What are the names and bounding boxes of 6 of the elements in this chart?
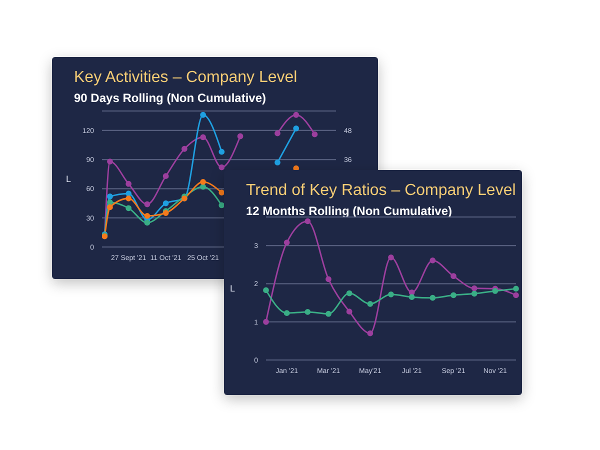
y-axis-title: L — [66, 174, 72, 184]
chart-subtitle: 90 Days Rolling (Non Cumulative) — [74, 91, 266, 105]
chart-title: Key Activities – Company Level — [74, 69, 298, 87]
chart-title: Trend of Key Ratios – Company Level — [246, 182, 516, 200]
y-axis-title: L — [230, 284, 236, 294]
chart-subtitle: 12 Months Rolling (Non Cumulative) — [246, 204, 452, 218]
